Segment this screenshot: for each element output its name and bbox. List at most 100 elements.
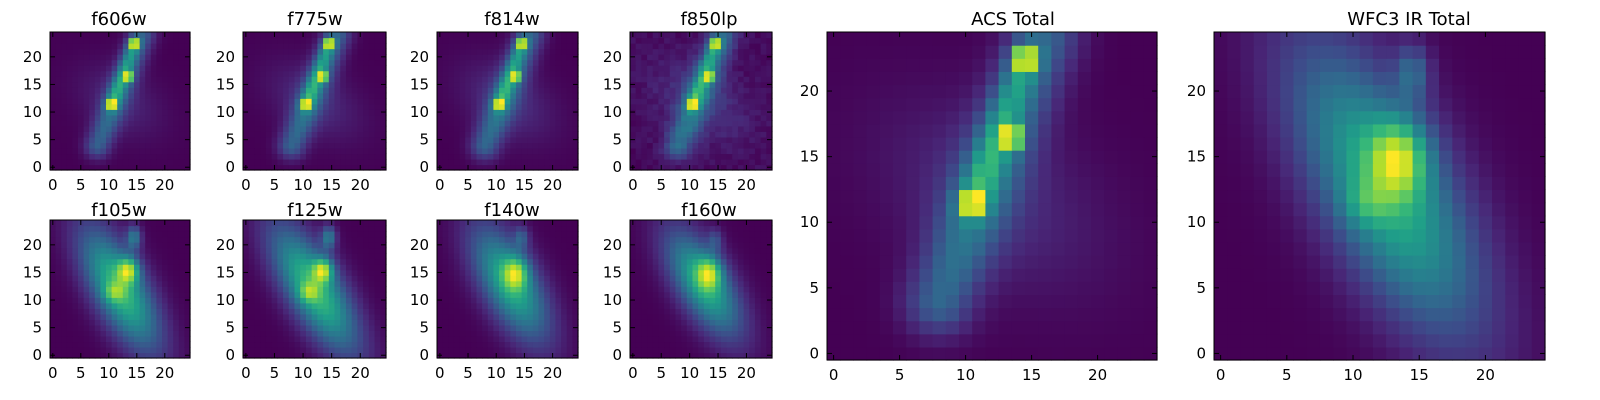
heatmap-cell: [493, 76, 500, 83]
heatmap-cell: [265, 297, 273, 304]
heatmap-cell: [743, 87, 750, 94]
heatmap-cell: [572, 275, 579, 282]
heatmap-cell: [106, 236, 113, 243]
heatmap-cell: [442, 164, 449, 171]
heatmap-cell: [334, 81, 341, 88]
heatmap-cell: [549, 264, 557, 271]
heatmap-cell: [277, 70, 284, 77]
heatmap-cell: [499, 264, 506, 271]
heatmap-cell: [139, 352, 146, 359]
heatmap-cell: [334, 225, 341, 232]
heatmap-cell: [294, 76, 301, 83]
heatmap-cell: [61, 291, 68, 298]
heatmap-cell: [265, 131, 273, 138]
heatmap-cell: [681, 32, 688, 39]
heatmap-cell: [139, 308, 146, 315]
heatmap-cell: [94, 120, 101, 127]
heatmap-cell: [94, 59, 101, 66]
heatmap-cell: [243, 76, 250, 83]
heatmap-cell: [459, 319, 466, 326]
heatmap-cell: [566, 59, 573, 66]
heatmap-cell: [305, 242, 313, 249]
heatmap-cell: [465, 330, 472, 337]
heatmap-cell: [766, 142, 773, 149]
heatmap-cell: [100, 346, 107, 354]
heatmap-cell: [538, 313, 545, 320]
heatmap-cell: [482, 114, 489, 121]
heatmap-cell: [106, 341, 113, 348]
heatmap-cell: [442, 280, 449, 287]
heatmap-cell: [754, 65, 762, 72]
heatmap-cell: [173, 286, 180, 293]
heatmap-cell: [271, 109, 278, 116]
heatmap-cell: [453, 308, 461, 315]
heatmap-cell: [465, 236, 472, 243]
heatmap-cell: [150, 48, 157, 55]
heatmap-cell: [515, 253, 523, 260]
heatmap-cell: [78, 70, 85, 77]
heatmap-cell: [89, 43, 96, 50]
heatmap-cell: [766, 346, 773, 354]
heatmap-cell: [442, 275, 449, 282]
heatmap-cell: [459, 253, 466, 260]
heatmap-cell: [106, 330, 113, 337]
heatmap-cell: [184, 120, 191, 127]
heatmap-cell: [555, 142, 562, 149]
heatmap-cell: [254, 286, 261, 293]
heatmap-cell: [100, 37, 107, 44]
heatmap-cell: [555, 220, 562, 227]
heatmap-cell: [156, 120, 163, 127]
heatmap-cell: [459, 335, 466, 343]
heatmap-cell: [368, 65, 376, 72]
heatmap-cell: [271, 258, 278, 265]
heatmap-cell: [766, 153, 773, 160]
heatmap-cell: [66, 352, 73, 359]
heatmap-cell: [271, 225, 278, 232]
heatmap-cell: [61, 225, 68, 232]
heatmap-cell: [527, 286, 534, 293]
heatmap-cell: [328, 291, 336, 298]
heatmap-cell: [681, 280, 688, 287]
heatmap-cell: [139, 54, 146, 61]
heatmap-cell: [726, 341, 733, 348]
heatmap-cell: [442, 147, 449, 155]
heatmap-cell: [635, 297, 642, 304]
heatmap-cell: [305, 54, 313, 61]
heatmap-cell: [317, 269, 324, 276]
heatmap-cell: [692, 158, 699, 166]
heatmap-cell: [442, 70, 449, 77]
heatmap-cell: [544, 164, 551, 171]
heatmap-cell: [345, 87, 353, 94]
heatmap-cell: [184, 103, 191, 110]
heatmap-cell: [544, 220, 551, 227]
heatmap-cell: [345, 125, 353, 132]
heatmap-cell: [89, 48, 96, 55]
heatmap-cell: [737, 147, 745, 155]
heatmap-cell: [737, 32, 745, 39]
heatmap-cell: [351, 236, 358, 243]
heatmap-cell: [538, 291, 545, 298]
heatmap-cell: [698, 330, 705, 337]
heatmap-cell: [271, 242, 278, 249]
heatmap-cell: [111, 352, 118, 359]
heatmap-cell: [709, 297, 716, 304]
heatmap-cell: [61, 258, 68, 265]
heatmap-cell: [476, 32, 483, 39]
heatmap-cell: [300, 264, 307, 271]
heatmap-cell: [504, 313, 511, 320]
heatmap-cell: [248, 330, 256, 337]
heatmap-cell: [732, 120, 739, 127]
heatmap-cell: [499, 236, 506, 243]
heatmap-cell: [334, 291, 341, 298]
heatmap-cell: [305, 142, 313, 149]
heatmap-cell: [61, 286, 68, 293]
heatmap-cell: [549, 335, 557, 343]
heatmap-cell: [504, 109, 511, 116]
heatmap-cell: [698, 286, 705, 293]
heatmap-cell: [111, 313, 118, 320]
heatmap-cell: [61, 302, 68, 309]
heatmap-cell: [487, 76, 494, 83]
heatmap-cell: [265, 81, 273, 88]
heatmap-cell: [283, 247, 290, 254]
heatmap-cell: [527, 313, 534, 320]
